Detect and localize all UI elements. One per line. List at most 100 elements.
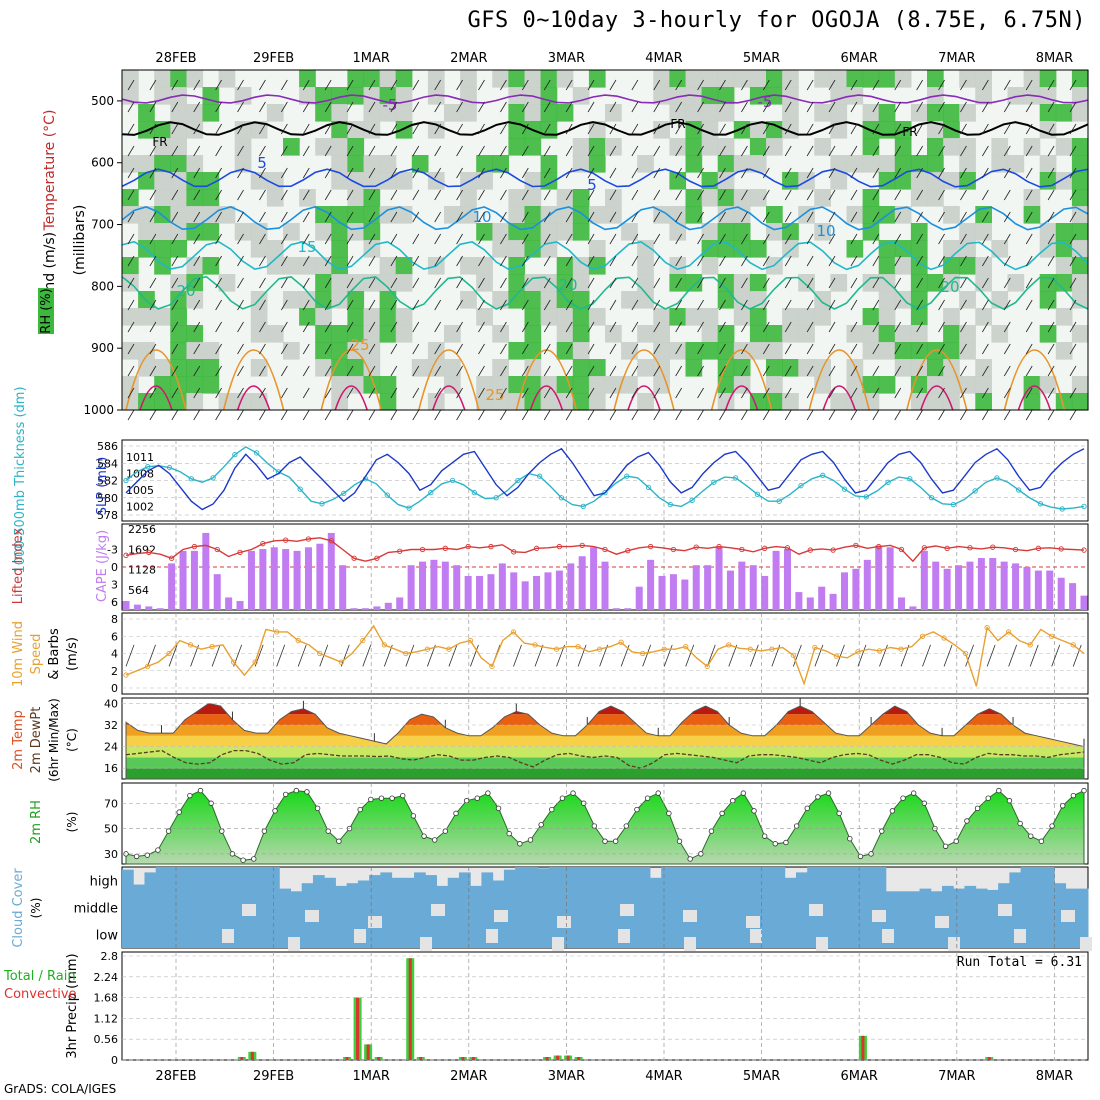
cloud-cell [706,867,718,894]
cloud-gap [431,904,445,916]
wind-barb [500,387,507,399]
wind-barb [762,343,770,355]
cape-bar [396,597,404,610]
rh-cell [1023,189,1041,207]
thickness-line-marker [994,475,1000,481]
rh-cell [653,206,670,224]
cloud-cell [414,921,426,948]
rh-cell [588,376,606,394]
wind-10m-line-marker [295,637,301,644]
bottom-date-label: 2MAR [450,1069,487,1084]
rh-cell [202,87,220,105]
isotherm-25-arc [125,349,187,411]
cloud-cell [144,872,157,894]
rh-cell [524,342,542,360]
wind-barb [631,299,639,311]
lifted-index-line-marker [579,542,585,549]
rh-cell [685,104,703,122]
wind-barb [368,409,376,421]
rh-cell [347,155,365,173]
wind-10m-barb [1029,644,1039,667]
wind-barb [982,211,989,223]
rh-cell [717,104,735,122]
wind-barb [565,145,573,157]
bottom-date-label: 29FEB [253,1069,294,1084]
wind-barb [434,387,442,399]
wind-10m-axis-label-3: & Barbs [47,628,62,680]
wind-barb [127,79,135,91]
rh-cell [862,393,880,411]
cape-bar [1046,570,1054,610]
cloud-cell [1054,921,1067,948]
thickness-line-marker [232,451,238,458]
wind-barb [982,167,989,179]
cloud-cell [211,894,224,921]
wind-barb [719,123,726,135]
wind-barb [850,409,858,421]
wind-barb [259,123,266,135]
wind-barb [697,387,704,399]
rh-cell [234,121,252,139]
rh-cell [460,257,477,275]
wind-barb [828,343,836,355]
wind-barb [741,123,748,135]
rh-cell [395,274,413,292]
rh-cell [266,172,284,190]
rh-cell [556,257,574,275]
cloud-cell [582,867,595,894]
rh-cell [154,70,171,88]
wind-barb [741,211,748,223]
rh-cell [524,206,542,224]
cloud-cell [908,894,921,921]
wind-barb [565,167,573,179]
wind-barb [1069,409,1077,421]
wind-barb [1047,409,1055,421]
wind-barb [697,145,704,157]
contour-label: FR [670,117,685,131]
wind-barb [193,123,201,135]
rh-cell [1039,223,1057,241]
rh-cell [508,291,526,309]
wind-barb [938,343,945,355]
cape-bar [875,545,883,610]
cloud-cell [773,894,786,921]
wind-barb [784,189,792,201]
cloud-cell [155,921,168,948]
cape-bar [521,581,529,610]
rh-cell [798,325,815,343]
rh-cell [701,121,719,139]
wind-barb [543,277,551,289]
wind-10m-barb [599,644,608,667]
wind-barb [478,101,485,113]
cloud-cell [728,921,741,948]
rh-cell [218,206,236,224]
wind-barb [697,255,704,267]
rh-cell [572,325,590,343]
rh-cell [749,325,767,343]
cloud-gap [557,916,571,928]
wind-barb [697,189,704,201]
rh-cell [170,172,187,190]
rh-cell [1071,240,1089,258]
wind-barb [916,321,923,333]
wind-10m-barb [448,644,458,667]
wind-10m-barb [857,644,867,667]
cloud-gap [684,937,696,951]
wind-10m-barb [147,644,156,667]
wind-barb [521,101,529,113]
rh-cell [894,155,912,173]
wind-barb [478,189,485,201]
wind-barb [631,277,639,289]
rh-2m-marker [1006,798,1013,804]
wind-barb [1025,255,1033,267]
rh-cell [605,104,622,122]
wind-barb [653,299,661,311]
wind-barb [784,321,792,333]
cloud-cell [481,872,494,894]
wind-barb [302,387,310,399]
cloud-cell [211,921,224,948]
rh-cell [846,70,864,88]
wind-barb [434,145,442,157]
wind-barb [565,387,573,399]
wind-barb [828,255,836,267]
